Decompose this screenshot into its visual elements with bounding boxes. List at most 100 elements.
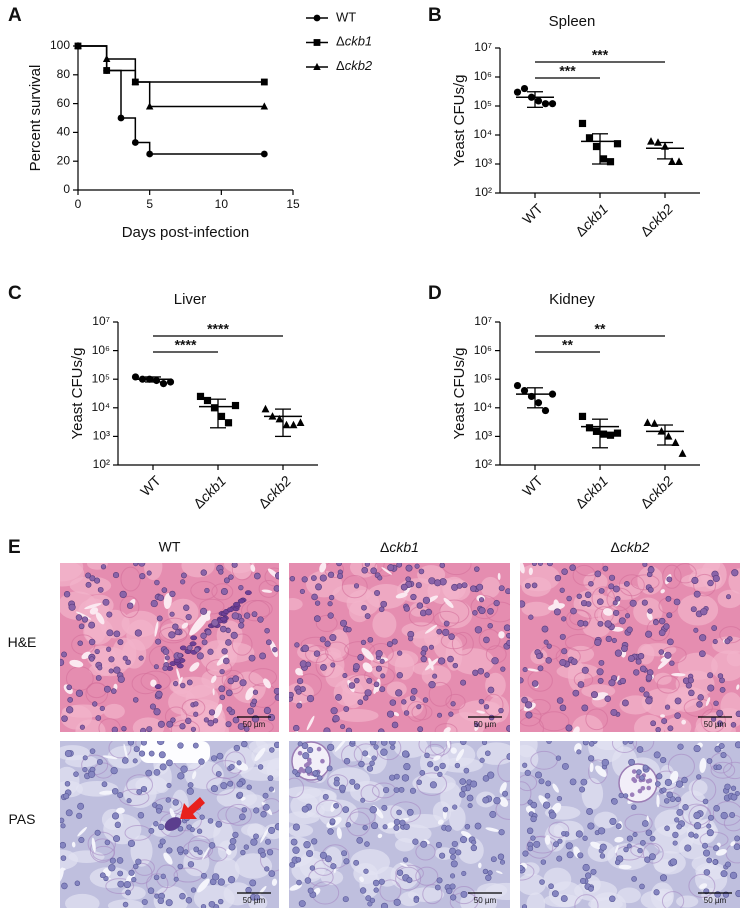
nucleus: [173, 876, 179, 882]
nucleus: [618, 792, 624, 799]
tubule: [428, 681, 452, 707]
nucleus: [669, 858, 678, 866]
nucleus: [156, 808, 162, 814]
nucleus: [631, 876, 637, 882]
nucleus: [533, 840, 541, 848]
tissue-patch: [231, 671, 266, 704]
lumen: [660, 589, 665, 594]
micrograph: [520, 741, 740, 908]
nucleus: [626, 626, 633, 633]
nucleus: [629, 599, 637, 607]
y-tick-label: 10⁵: [474, 371, 492, 385]
nucleus: [577, 619, 585, 627]
nucleus: [556, 697, 564, 704]
nucleus: [148, 750, 155, 757]
nucleus: [398, 786, 405, 793]
nucleus: [367, 901, 373, 907]
nucleus: [707, 579, 714, 587]
nucleus: [448, 633, 455, 640]
nucleus: [397, 650, 403, 656]
nucleus: [713, 700, 719, 707]
nucleus: [391, 721, 399, 729]
nucleus: [635, 658, 642, 665]
nucleus: [337, 573, 344, 580]
tubule: [181, 698, 206, 717]
nucleus: [610, 708, 618, 716]
nucleus: [604, 620, 612, 628]
nucleus: [231, 563, 238, 568]
nucleus: [663, 798, 670, 804]
nucleus: [645, 697, 653, 705]
lumen: [334, 741, 347, 752]
lumen: [669, 770, 679, 784]
tubule: [673, 563, 697, 584]
nucleus: [64, 750, 72, 758]
marker-triangle: [678, 449, 687, 457]
nucleus: [478, 606, 486, 615]
marker-triangle: [296, 418, 305, 426]
tubule: [520, 862, 535, 881]
nucleus: [117, 870, 124, 877]
micrograph: [60, 741, 279, 908]
lumen: [386, 822, 395, 829]
nucleus: [85, 581, 92, 588]
nucleus: [155, 690, 163, 698]
nucleus: [81, 616, 89, 623]
panel-letter: A: [8, 5, 22, 26]
nucleus: [301, 644, 309, 653]
nucleus: [428, 681, 436, 689]
nucleus: [487, 870, 493, 876]
column-header: Δckb1: [380, 539, 419, 555]
tissue-patch: [289, 823, 314, 837]
nucleus: [405, 576, 411, 582]
tubule: [349, 807, 376, 826]
tissue-patch: [677, 593, 719, 626]
lumen: [456, 749, 465, 762]
tissue-patch: [581, 777, 604, 810]
nucleus: [133, 863, 139, 870]
lumen: [150, 679, 157, 687]
tubule: [434, 723, 458, 732]
tubule: [656, 675, 680, 694]
nucleus: [597, 620, 604, 627]
marker-square: [585, 134, 594, 142]
nucleus: [329, 634, 337, 642]
tubule: [539, 711, 570, 732]
nucleus: [295, 856, 302, 863]
nucleus: [366, 677, 373, 684]
tubule: [205, 659, 232, 677]
nucleus: [576, 749, 582, 755]
nucleus: [530, 801, 538, 809]
nucleus: [706, 857, 713, 864]
y-tick-label: 10⁶: [474, 343, 492, 357]
nucleus: [296, 879, 302, 886]
nucleus: [121, 726, 127, 732]
nucleus: [156, 615, 163, 622]
nucleus: [104, 839, 111, 846]
nucleus: [451, 840, 458, 848]
nucleus: [612, 600, 618, 606]
nucleus: [652, 619, 659, 626]
nucleus: [243, 844, 249, 850]
nucleus: [110, 766, 118, 775]
lumen: [681, 719, 687, 725]
nucleus: [369, 760, 375, 767]
y-tick-label: 10²: [93, 457, 110, 471]
nucleus: [599, 853, 606, 859]
nucleus: [211, 619, 219, 627]
nucleus: [185, 717, 192, 725]
marker-triangle: [131, 77, 140, 86]
tubule: [693, 573, 717, 597]
nucleus: [569, 564, 576, 571]
nucleus: [274, 823, 279, 831]
tubule: [710, 761, 736, 779]
nucleus: [706, 829, 714, 837]
nucleus: [215, 770, 222, 777]
nucleus: [474, 566, 480, 572]
nucleus: [629, 792, 635, 798]
nucleus: [716, 764, 722, 771]
nucleus: [450, 860, 458, 868]
nucleus: [365, 895, 372, 902]
